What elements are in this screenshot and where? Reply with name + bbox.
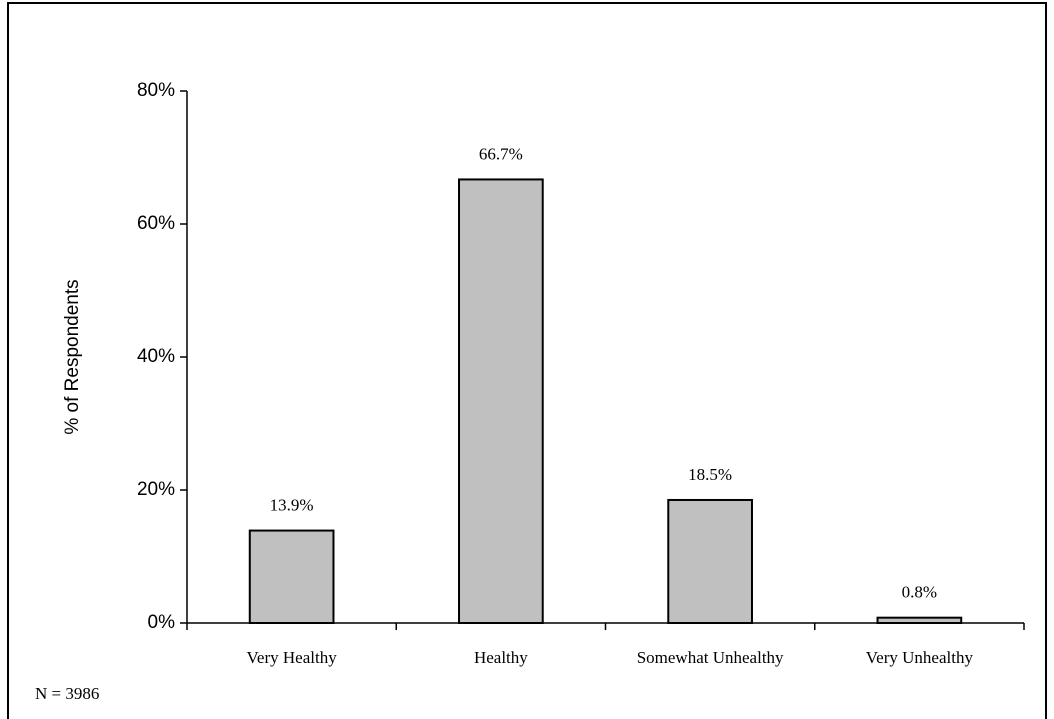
value-label: 0.8% xyxy=(902,583,937,602)
value-label: 13.9% xyxy=(270,495,314,514)
x-tick-label: Very Healthy xyxy=(247,648,338,667)
y-tick-label: 40% xyxy=(137,346,175,367)
x-tick-label: Healthy xyxy=(474,648,528,667)
y-tick-label: 80% xyxy=(137,80,175,101)
value-label: 18.5% xyxy=(688,465,732,484)
bar xyxy=(876,616,963,624)
y-tick-label: 60% xyxy=(137,213,175,234)
value-label: 66.7% xyxy=(479,144,523,163)
bar xyxy=(248,529,335,624)
y-axis-label: % of Respondents xyxy=(62,279,83,434)
frame xyxy=(7,2,1047,719)
annotation: N = 3986 xyxy=(35,684,99,703)
x-tick-label: Very Unhealthy xyxy=(866,648,974,667)
x-tick-label: Somewhat Unhealthy xyxy=(637,648,784,667)
y-tick-label: 0% xyxy=(148,612,176,633)
bar xyxy=(667,498,753,625)
bar xyxy=(458,178,544,624)
y-tick-label: 20% xyxy=(137,479,175,500)
